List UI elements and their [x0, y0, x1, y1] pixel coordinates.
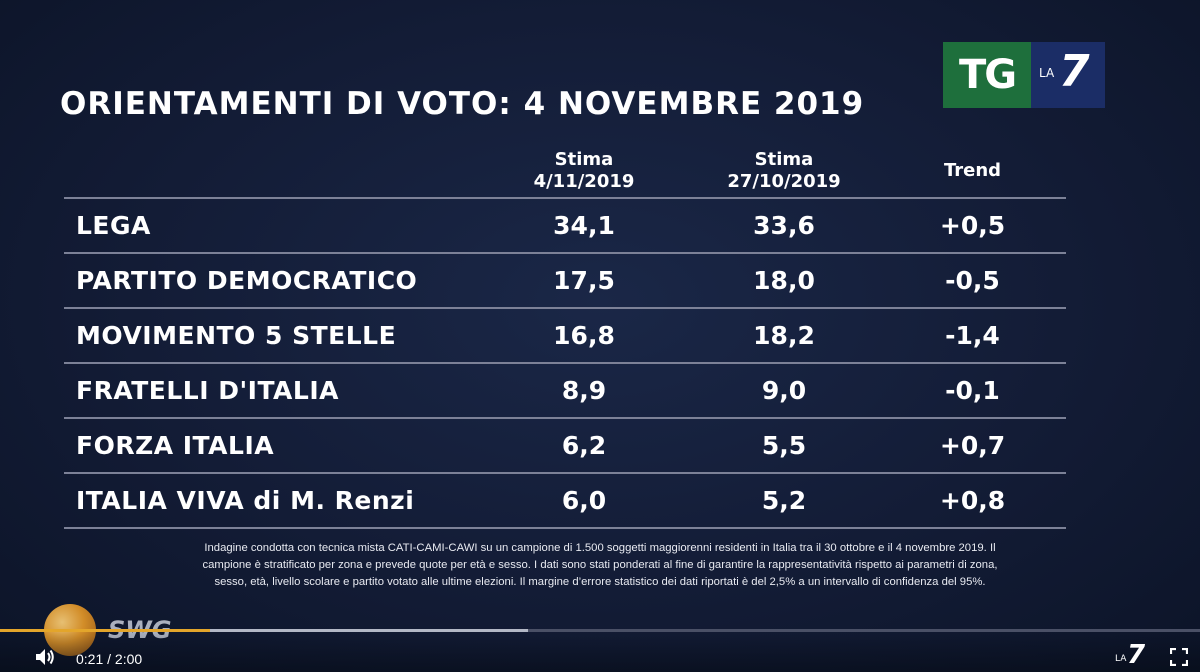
la7-player-logo[interactable]: LA 7 — [1115, 640, 1151, 670]
table-row: MOVIMENTO 5 STELLE 16,8 18,2 -1,4 — [64, 307, 1066, 363]
table-row: ITALIA VIVA di M. Renzi 6,0 5,2 +0,8 — [64, 472, 1066, 529]
la7-logo-seven: 7 — [1059, 46, 1090, 97]
chart-title: ORIENTAMENTI DI VOTO: 4 NOVEMBRE 2019 — [60, 86, 865, 122]
estimate-current: 6,2 — [479, 417, 689, 473]
header-trend: Trend — [943, 160, 1002, 181]
trend-value: -0,1 — [879, 362, 1066, 418]
party-name: PARTITO DEMOCRATICO — [64, 252, 479, 308]
current-time: 0:21 — [76, 651, 104, 667]
progress-played — [0, 629, 210, 632]
estimate-current: 16,8 — [479, 307, 689, 363]
table-row: FORZA ITALIA 6,2 5,5 +0,7 — [64, 417, 1066, 473]
estimate-current: 6,0 — [479, 472, 689, 529]
fullscreen-icon[interactable] — [1170, 648, 1188, 666]
methodology-note-line: campione è stratificato per zona e preve… — [202, 559, 998, 571]
estimate-previous: 9,0 — [689, 362, 879, 418]
tg-logo-text: TG — [943, 42, 1031, 108]
player-controls-bar — [0, 632, 1200, 672]
methodology-note: Indagine condotta con tecnica mista CATI… — [90, 540, 1110, 591]
table-header-row: Stima 4/11/2019 Stima 27/10/2019 Trend — [64, 145, 1066, 198]
poll-table: Stima 4/11/2019 Stima 27/10/2019 Trend L… — [64, 145, 1066, 529]
estimate-previous: 33,6 — [689, 197, 879, 253]
party-name: FORZA ITALIA — [64, 417, 479, 473]
la7-logo-la: LA — [1039, 66, 1055, 80]
progress-buffered — [0, 629, 528, 632]
la7-player-logo-la: LA — [1115, 654, 1127, 664]
trend-value: +0,5 — [879, 197, 1066, 253]
trend-value: +0,8 — [879, 472, 1066, 529]
progress-bar[interactable] — [0, 629, 1200, 632]
party-name: LEGA — [64, 197, 479, 253]
trend-value: -1,4 — [879, 307, 1066, 363]
methodology-note-line: sesso, età, livello scolare e partito vo… — [214, 576, 986, 588]
table-row: PARTITO DEMOCRATICO 17,5 18,0 -0,5 — [64, 252, 1066, 308]
duration: 2:00 — [114, 651, 143, 667]
estimate-current: 17,5 — [479, 252, 689, 308]
table-row: LEGA 34,1 33,6 +0,5 — [64, 197, 1066, 253]
party-name: FRATELLI D'ITALIA — [64, 362, 479, 418]
time-display: 0:21 / 2:00 — [76, 651, 142, 667]
header-estimate-previous: Stima 27/10/2019 — [727, 149, 841, 192]
table-row: FRATELLI D'ITALIA 8,9 9,0 -0,1 — [64, 362, 1066, 418]
estimate-previous: 18,2 — [689, 307, 879, 363]
volume-icon[interactable] — [34, 646, 56, 668]
estimate-previous: 5,2 — [689, 472, 879, 529]
estimate-previous: 5,5 — [689, 417, 879, 473]
la7-player-logo-seven: 7 — [1127, 640, 1146, 670]
estimate-previous: 18,0 — [689, 252, 879, 308]
header-party — [64, 145, 479, 198]
party-name: MOVIMENTO 5 STELLE — [64, 307, 479, 363]
la7-logo: LA 7 — [1031, 42, 1105, 108]
estimate-current: 34,1 — [479, 197, 689, 253]
estimate-current: 8,9 — [479, 362, 689, 418]
tg-la7-logo: TG LA 7 — [943, 42, 1105, 108]
trend-value: -0,5 — [879, 252, 1066, 308]
methodology-note-line: Indagine condotta con tecnica mista CATI… — [204, 542, 996, 554]
party-name: ITALIA VIVA di M. Renzi — [64, 472, 479, 529]
header-estimate-current: Stima 4/11/2019 — [533, 149, 635, 192]
time-separator: / — [103, 651, 115, 667]
trend-value: +0,7 — [879, 417, 1066, 473]
